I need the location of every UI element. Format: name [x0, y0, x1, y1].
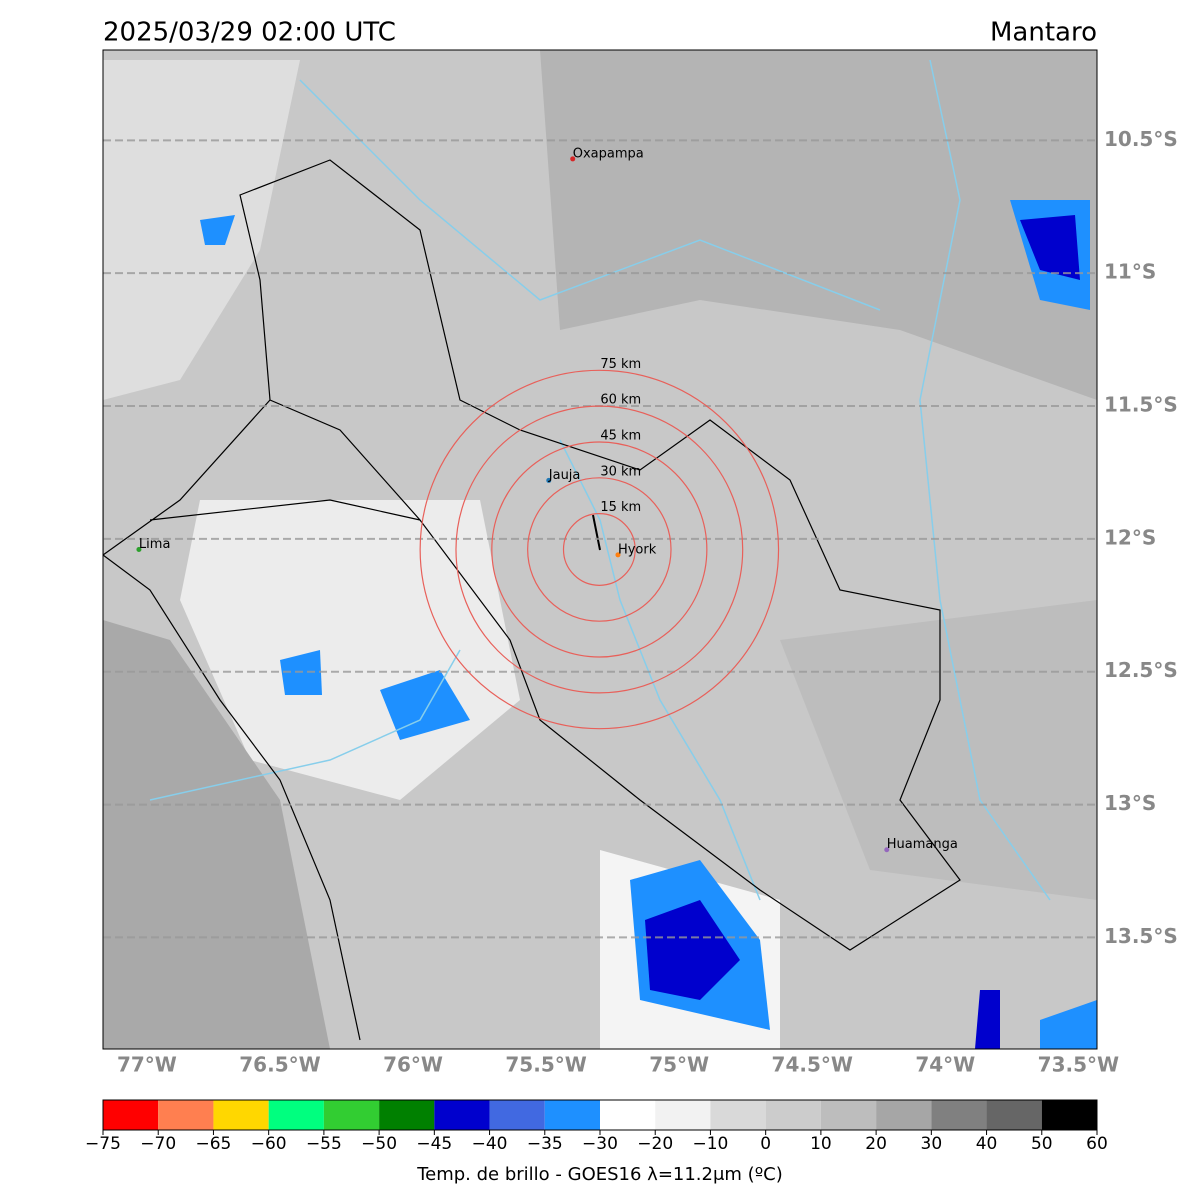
colorbar-tick-label: −45 — [416, 1134, 452, 1154]
lon-label: 73.5°W — [1038, 1053, 1119, 1077]
lat-label: 11.5°S — [1104, 393, 1178, 417]
colorbar-bin — [1041, 1100, 1097, 1130]
city-marker — [615, 552, 621, 558]
colorbar-tick-label: −60 — [251, 1134, 287, 1154]
colorbar-bin — [655, 1100, 711, 1130]
colorbar-bin — [986, 1100, 1042, 1130]
colorbar-bin — [876, 1100, 932, 1130]
colorbar-tick-label: 30 — [921, 1134, 943, 1154]
colorbar-tick-label: −20 — [637, 1134, 673, 1154]
colorbar-bin — [379, 1100, 435, 1130]
city-label: Lima — [139, 537, 170, 552]
ring-label: 15 km — [600, 500, 641, 515]
map-overlay: 15 km 30 km 45 km 60 km 75 km Oxapampa Jauja Li… — [103, 139, 1097, 939]
colorbar-bin — [544, 1100, 600, 1130]
colorbar-bin — [710, 1100, 766, 1130]
lon-label: 74°W — [915, 1053, 975, 1077]
range-ring — [527, 477, 672, 622]
lon-label: 77°W — [117, 1053, 177, 1077]
colorbar-tick-label: 40 — [976, 1134, 998, 1154]
city-marker — [546, 477, 552, 483]
colorbar-label: Temp. de brillo - GOES16 λ=11.2μm (ºC) — [416, 1164, 783, 1185]
lat-label: 10.5°S — [1104, 127, 1178, 151]
colorbar-bin — [158, 1100, 214, 1130]
colorbar-tick-label: −40 — [472, 1134, 508, 1154]
colorbar-bin — [765, 1100, 821, 1130]
map-background — [103, 50, 1097, 1049]
lon-label: 74.5°W — [772, 1053, 853, 1077]
colorbar-tick-label: −75 — [85, 1134, 121, 1154]
city-label: Hyork — [618, 542, 657, 557]
colorbar-bin — [489, 1100, 545, 1130]
colorbar-tick-label: 20 — [865, 1134, 887, 1154]
colorbar-bin — [103, 1100, 159, 1130]
colorbar-bin — [434, 1100, 490, 1130]
colorbar-tick-label: −10 — [692, 1134, 728, 1154]
colorbar-tick-label: −30 — [582, 1134, 618, 1154]
colorbar-bin — [931, 1100, 987, 1130]
lat-label: 13°S — [1104, 791, 1156, 815]
lon-label: 75°W — [649, 1053, 709, 1077]
ring-label: 75 km — [600, 357, 641, 372]
city-label: Jauja — [548, 468, 581, 483]
range-ring — [455, 405, 744, 694]
ring-label: 30 km — [600, 464, 641, 479]
map-frame — [102, 49, 1098, 1050]
ring-label: 60 km — [600, 393, 641, 408]
colorbar-bin — [820, 1100, 877, 1130]
title: 2025/03/29 02:00 UTC — [103, 18, 396, 48]
colorbar-tick-label: 50 — [1031, 1134, 1053, 1154]
colorbar-tick-label: −65 — [195, 1134, 231, 1154]
colorbar-tick-label: 60 — [1086, 1134, 1108, 1154]
city-marker — [136, 547, 142, 552]
colorbar-bin — [213, 1100, 269, 1130]
lat-label: 12°S — [1104, 525, 1156, 549]
lon-label: 75.5°W — [505, 1053, 586, 1077]
city-label: Oxapampa — [573, 146, 644, 161]
colorbar-tick-label: −50 — [361, 1134, 397, 1154]
colorbar-tick-label: 10 — [810, 1134, 832, 1154]
city-label: Huamanga — [887, 837, 958, 852]
lat-label: 12.5°S — [1104, 658, 1178, 682]
lat-label: 11°S — [1104, 260, 1156, 284]
colorbar-tick-label: 0 — [760, 1134, 771, 1154]
colorbar-tick-label: −70 — [140, 1134, 176, 1154]
lon-label: 76.5°W — [239, 1053, 320, 1077]
colorbar-tick-label: −55 — [306, 1134, 342, 1154]
colorbar-bin — [600, 1100, 656, 1130]
region-name: Mantaro — [990, 18, 1097, 48]
range-ring — [419, 369, 780, 730]
city-marker — [884, 847, 890, 853]
range-ring — [491, 441, 708, 658]
lon-label: 76°W — [383, 1053, 443, 1077]
city-marker — [570, 156, 576, 162]
colorbar-bin — [268, 1100, 324, 1130]
lat-label: 13.5°S — [1104, 924, 1178, 948]
colorbar-tick-label: −35 — [527, 1134, 563, 1154]
ring-label: 45 km — [600, 428, 641, 443]
range-ring — [562, 513, 636, 586]
colorbar-bin — [323, 1100, 380, 1130]
